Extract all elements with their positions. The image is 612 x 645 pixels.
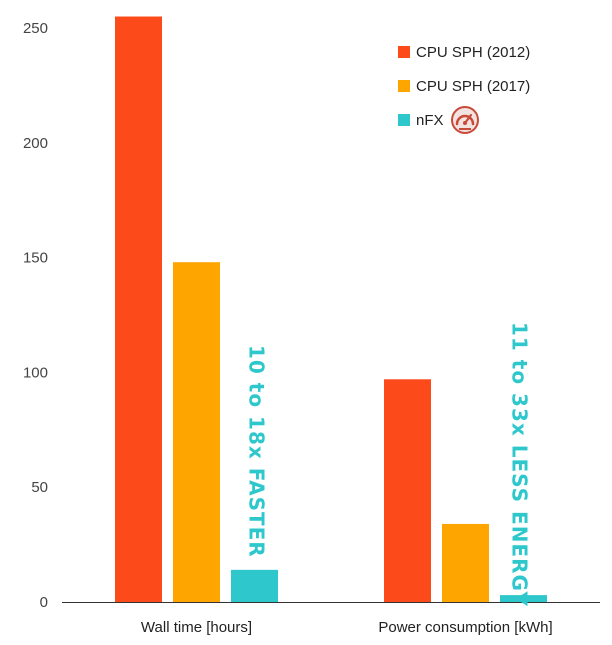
legend-entry: CPU SPH (2017) [416,78,530,95]
y-tick-label: 250 [23,20,48,37]
bar-nfx-0 [231,569,278,602]
x-axis: Wall time [hours] Power consumption [kWh] [62,602,600,636]
legend-entry: CPU SPH (2012) [416,44,530,61]
y-tick-label: 100 [23,364,48,381]
annotations: 10 to 18x FASTER 11 to 33x LESS ENERGY [245,322,532,607]
bars [115,16,547,602]
speedometer-hub [463,121,467,125]
legend-swatch [398,114,410,126]
x-tick-label: Wall time [hours] [141,619,252,636]
speedometer-icon [451,106,479,134]
y-tick-label: 200 [23,135,48,152]
bar-cpu-sph-2017--1 [442,523,489,602]
speedometer-dial [451,106,479,134]
y-axis: 0 50 100 150 200 250 [23,20,48,611]
legend-entry: nFX [416,112,444,129]
bar-cpu-sph-2012--1 [384,379,431,602]
legend-swatch [398,80,410,92]
x-tick-label: Power consumption [kWh] [378,619,552,636]
bar-cpu-sph-2017--0 [173,262,220,602]
bar-nfx-1 [500,595,547,602]
legend-swatch [398,46,410,58]
y-tick-label: 50 [31,479,48,496]
annotation-0: 10 to 18x FASTER [245,345,269,558]
y-tick-label: 150 [23,250,48,267]
bar-cpu-sph-2012--0 [115,16,162,602]
legend: CPU SPH (2012) CPU SPH (2017) nFX [398,44,530,134]
annotation-1: 11 to 33x LESS ENERGY [508,322,532,607]
speedometer-arc [455,114,475,126]
y-tick-label: 0 [40,594,48,611]
